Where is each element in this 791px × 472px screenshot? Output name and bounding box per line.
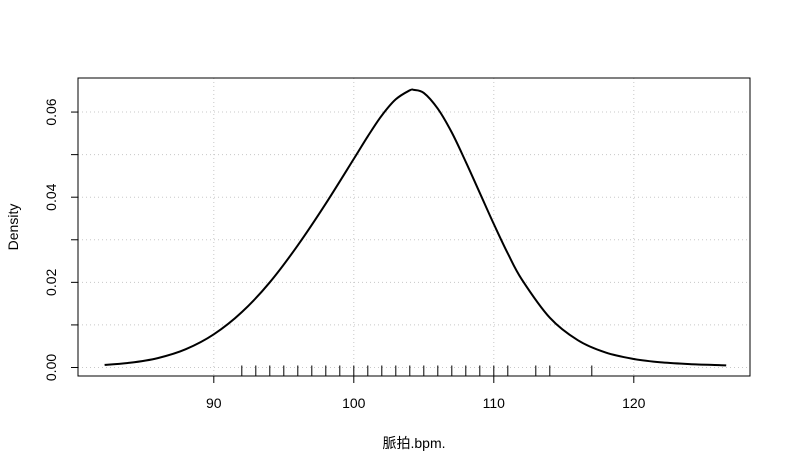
y-axis-title: Density [5,204,21,251]
y-tick-label: 0.06 [43,98,59,125]
y-axis: 0.00 0.02 0.04 0.06 [43,98,79,381]
rug [241,365,593,376]
plot-frame [77,77,751,377]
x-tick-label: 120 [622,395,646,411]
x-tick-label: 100 [342,395,366,411]
y-tick-label: 0.02 [43,269,59,296]
y-tick-label: 0.04 [43,183,59,210]
density-curve [104,88,727,367]
x-axis-title: 脈拍.bpm. [382,435,445,451]
y-tick-label: 0.00 [43,354,59,381]
x-tick-label: 110 [483,395,506,411]
grid [78,78,750,376]
x-tick-label: 90 [206,395,222,411]
x-axis: 90 100 110 120 [206,375,646,411]
